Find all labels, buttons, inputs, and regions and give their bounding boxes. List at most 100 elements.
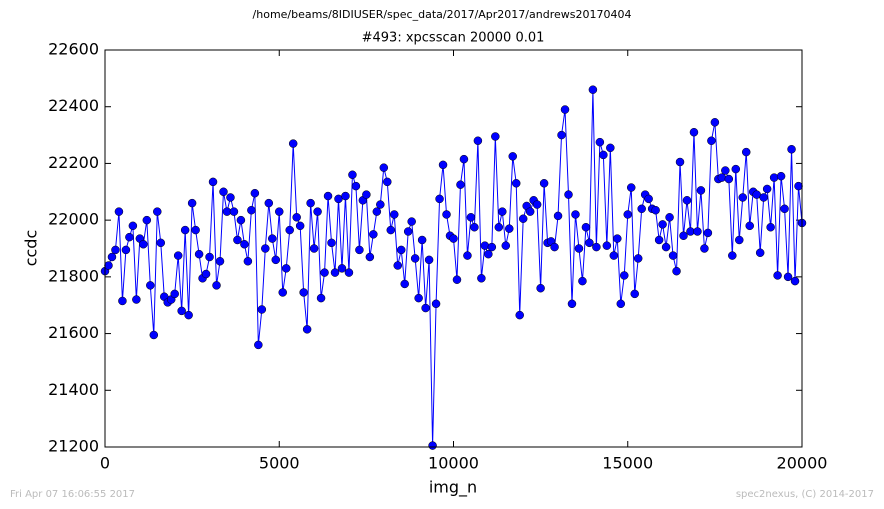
marker [257,305,267,314]
marker [539,179,549,188]
marker [755,248,765,258]
marker [250,188,260,198]
marker [219,187,228,197]
marker [215,257,225,266]
marker [661,242,671,252]
y-tick-label: 22200 [48,153,99,172]
marker [585,238,594,248]
marker [623,210,632,219]
x-tick-label: 5000 [259,454,300,473]
marker [724,174,734,184]
marker [372,207,382,216]
marker [417,235,427,245]
marker [473,136,483,145]
marker [780,204,789,214]
marker [313,207,322,216]
marker [787,145,796,154]
marker [769,173,779,182]
marker [790,276,800,286]
marker [463,251,472,260]
marker [498,207,507,216]
marker [738,193,748,202]
marker [644,194,653,204]
marker [616,299,626,309]
x-tick-label: 10000 [428,454,479,473]
marker [351,181,361,191]
marker [153,207,162,216]
marker [139,239,148,249]
marker [654,235,664,245]
marker [302,325,312,334]
marker [717,173,727,182]
marker [693,227,702,236]
marker [651,205,660,215]
marker [679,231,688,240]
y-tick-label: 21400 [48,380,99,399]
marker [571,210,580,219]
marker [620,271,629,280]
footer-right: spec2nexus, (C) 2014-2017 [736,489,874,500]
chart-title: #493: xpcsscan 20000 0.01 [362,31,545,46]
marker [288,139,298,148]
marker [337,264,347,273]
marker [689,127,699,137]
marker [341,191,350,201]
marker [226,193,235,202]
x-tick-label: 0 [100,454,110,473]
marker [574,244,584,253]
marker [508,152,517,161]
marker [525,207,535,216]
marker [424,255,434,265]
suptitle: /home/beams/8IDIUSER/spec_data/2017/Apr2… [253,8,632,21]
y-tick-label: 21800 [48,266,99,285]
marker [177,306,186,316]
marker [707,136,716,145]
marker [435,194,444,204]
marker [626,183,636,192]
marker [243,257,253,266]
marker [421,303,430,313]
marker [438,160,448,170]
marker [281,264,291,273]
marker [735,235,744,245]
marker [114,207,124,216]
marker [403,227,413,236]
marker [362,190,371,199]
marker [773,271,782,280]
y-tick-label: 21600 [48,323,99,342]
marker [306,198,315,208]
marker [316,293,326,303]
marker [111,245,120,255]
marker [428,441,437,450]
marker [762,184,772,194]
marker [560,105,570,114]
marker [104,261,113,270]
marker [330,268,340,277]
marker [595,137,605,147]
marker [721,166,730,175]
marker [459,154,469,164]
y-tick-label: 22600 [48,40,99,59]
marker [442,210,451,219]
marker [173,251,183,260]
marker [599,150,608,160]
marker [187,198,197,208]
marker [581,222,591,232]
marker [292,213,301,222]
marker [132,295,141,304]
marker [386,225,396,235]
marker [710,118,720,127]
marker [700,244,709,253]
marker [268,234,277,243]
marker [201,269,211,279]
marker [431,299,441,309]
marker [309,244,319,253]
marker [379,163,389,172]
y-tick-label: 22400 [48,96,99,115]
x-axis-label: img_n [429,478,477,498]
marker [745,221,754,231]
marker [484,249,493,259]
marker [602,241,612,250]
marker [376,200,385,209]
